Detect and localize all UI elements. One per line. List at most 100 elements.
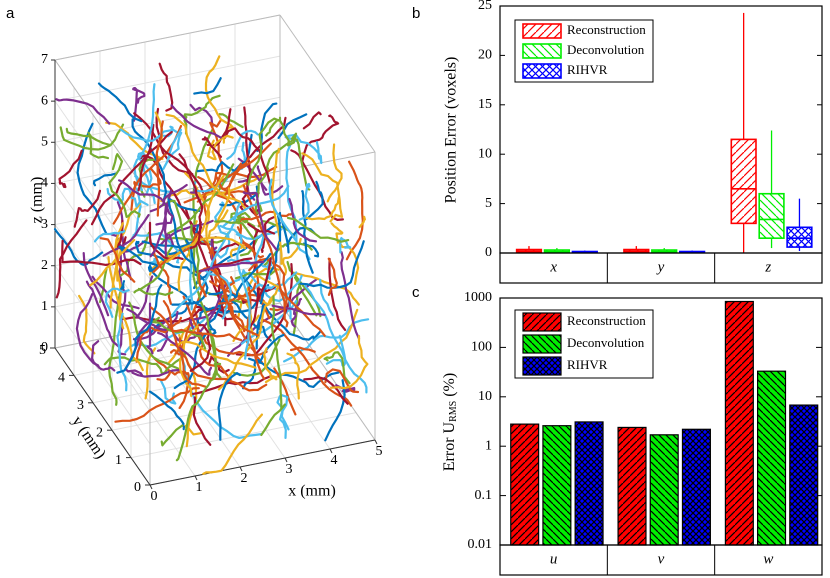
trajectory <box>291 271 360 306</box>
trajectory <box>217 372 242 441</box>
y-tick-label: 0.01 <box>468 537 493 552</box>
trajectory <box>235 233 251 360</box>
trajectory <box>82 252 110 317</box>
bar <box>649 434 679 546</box>
trajectory <box>330 334 369 390</box>
y-tick-label: 10 <box>478 389 492 404</box>
x-tick <box>194 475 198 481</box>
grid-line <box>54 306 151 445</box>
bar <box>617 426 647 546</box>
category-strip <box>499 252 823 284</box>
trajectory <box>65 127 112 147</box>
x-tick-label: 1 <box>196 480 203 495</box>
trajectory <box>146 302 154 355</box>
y-axis-label: Position Error (voxels) <box>443 57 460 204</box>
legend-swatch <box>522 23 562 39</box>
y-tick-label: 0 <box>134 480 141 495</box>
trajectory <box>132 232 180 264</box>
trajectory <box>214 187 231 227</box>
trajectory <box>286 352 300 400</box>
trajectory <box>324 368 360 394</box>
trajectory <box>270 295 283 410</box>
y-tick-label: 1 <box>485 438 492 453</box>
z-tick-label: 4 <box>41 176 48 191</box>
trajectory <box>179 323 200 397</box>
trajectory <box>196 133 253 173</box>
trajectory <box>91 275 140 310</box>
x-tick-label: 5 <box>376 444 383 459</box>
y-tick-label: 5 <box>485 196 492 211</box>
trajectory <box>326 143 343 203</box>
x-tick <box>239 466 243 472</box>
trajectory <box>268 178 297 242</box>
legend-label: Reconstruction <box>567 313 646 328</box>
legend-label: Reconstruction <box>567 22 646 37</box>
trajectory <box>261 274 303 303</box>
trajectory <box>242 184 289 328</box>
trajectory <box>305 180 324 221</box>
y-tick-label: 20 <box>478 48 492 63</box>
trajectory <box>286 216 350 243</box>
x-tick <box>149 484 153 490</box>
trajectory <box>285 226 316 247</box>
trajectory <box>155 107 194 176</box>
trajectory <box>246 257 272 340</box>
trajectory <box>93 230 126 243</box>
category-label: z <box>764 259 771 275</box>
y-tick-label: 25 <box>478 0 492 13</box>
z-tick-label: 5 <box>41 135 48 150</box>
grid-line <box>144 329 241 468</box>
trajectory <box>283 318 370 363</box>
trajectory <box>301 190 314 274</box>
trajectory <box>339 237 352 254</box>
bar <box>756 370 787 546</box>
box-edge <box>279 14 376 153</box>
trajectory <box>195 242 200 285</box>
category-label: v <box>658 551 665 567</box>
trajectory <box>169 340 257 369</box>
trajectory <box>173 328 212 390</box>
trajectory <box>107 256 144 372</box>
trajectory <box>97 82 143 123</box>
trajectory <box>55 98 111 125</box>
trajectory <box>155 120 164 217</box>
trajectory <box>55 219 88 299</box>
trajectory <box>138 83 156 159</box>
trajectory <box>345 160 364 261</box>
trajectory <box>328 257 347 331</box>
trajectory <box>319 278 334 317</box>
trajectory <box>247 117 298 186</box>
trajectory <box>147 265 159 273</box>
trajectory <box>242 191 278 251</box>
category-strip <box>499 544 823 576</box>
trajectory <box>201 136 223 158</box>
x-tick <box>329 448 333 454</box>
trajectory <box>260 403 286 437</box>
grid-line <box>130 412 357 459</box>
trajectory <box>298 182 311 221</box>
trajectory <box>300 114 340 164</box>
trajectory <box>277 113 308 139</box>
trajectory <box>165 236 247 263</box>
trajectory <box>137 287 174 296</box>
trajectory <box>133 156 144 192</box>
trajectory <box>117 179 174 226</box>
trajectory <box>327 257 338 296</box>
trajectory <box>271 304 326 316</box>
y-tick-label: 1000 <box>464 290 492 305</box>
trajectory <box>73 189 102 228</box>
trajectory <box>116 312 128 392</box>
x-tick <box>374 439 378 445</box>
box <box>730 138 757 225</box>
bar <box>510 423 540 546</box>
trajectory <box>202 413 263 475</box>
trajectory <box>208 299 272 342</box>
trajectory <box>108 153 141 218</box>
trajectory <box>206 134 234 161</box>
trajectory <box>85 280 120 348</box>
bar <box>789 404 819 546</box>
trajectory <box>285 142 311 261</box>
box <box>786 226 813 248</box>
grid-line <box>54 96 281 143</box>
trajectory <box>330 222 360 285</box>
